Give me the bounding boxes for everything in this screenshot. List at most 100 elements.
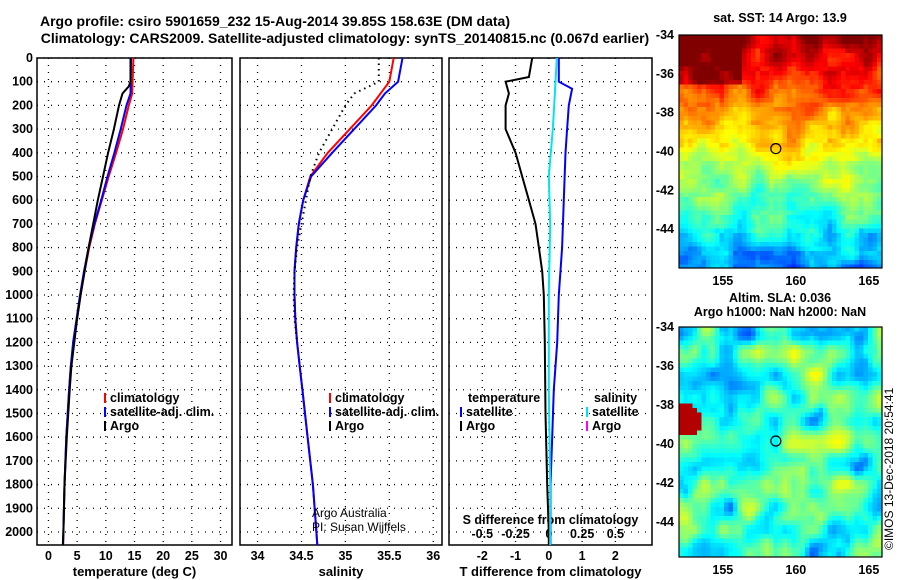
legend-label: Argo: [466, 419, 496, 433]
imos-stamp: ©IMOS 13-Dec-2018 20:54:41: [882, 387, 896, 550]
series-line-satellite-adj-clim-: [62, 57, 133, 546]
x-tick-label: 10: [99, 549, 113, 563]
x-tick-label: 1: [579, 549, 586, 563]
series-line-temperature-satellite: [549, 58, 574, 545]
argo-location-marker: [770, 142, 782, 155]
depth-tick-label: 1100: [6, 312, 33, 326]
depth-tick-label: 0: [26, 51, 33, 65]
x-tick-label: 30: [214, 549, 228, 563]
s-diff-tick-label: -0.5: [472, 527, 494, 541]
lon-tick-label: 155: [712, 274, 733, 288]
depth-tick-label: 200: [12, 98, 33, 112]
lon-tick-label: 165: [858, 274, 879, 288]
lat-tick-label: -36: [656, 359, 674, 373]
map-frame: [678, 326, 883, 558]
legend-label: satellite-adj. clim.: [110, 405, 214, 419]
lat-tick-label: -36: [656, 67, 674, 81]
x-axis-label: T difference from climatology: [459, 564, 642, 579]
legend-label: Argo: [592, 419, 622, 433]
salinity-panel: 34 34.5 35 35.5 36 salinity climatologysatelli…: [239, 57, 443, 579]
depth-tick-label: 1600: [5, 430, 33, 444]
credit-line-2: PI: Susan Wijffels: [312, 520, 406, 534]
x-tick-label: 35: [338, 549, 352, 563]
legend-title-temperature: temperature: [468, 391, 540, 405]
credit-line-1: Argo Australia: [312, 506, 387, 520]
sla-map-panel: 155 160 165 -34 -36 -38 -40 -42 -44 Altim. SLA: 0…: [656, 291, 883, 577]
lat-tick-label: -40: [656, 145, 674, 159]
argo-location-marker: [770, 435, 782, 447]
series-line-satellite-adj-clim-: [293, 57, 404, 546]
s-diff-tick-label: -0.25: [501, 527, 530, 541]
map-subtitle: Argo h1000: NaN h2000: NaN: [694, 305, 866, 319]
x-tick-label: 35.5: [377, 549, 401, 563]
map-image: [679, 35, 883, 269]
lat-tick-label: -38: [656, 106, 674, 120]
s-diff-tick-label: 0.25: [570, 527, 594, 541]
x-tick-label: 0: [545, 549, 552, 563]
lat-tick-label: -34: [656, 320, 674, 334]
x-tick-label: 34.5: [289, 549, 313, 563]
depth-tick-label: 400: [12, 146, 33, 160]
x-axis-label: temperature (deg C): [73, 564, 197, 579]
legend-label: Argo: [110, 419, 140, 433]
depth-tick-label: 1500: [5, 406, 33, 420]
lon-tick-label: 160: [785, 274, 806, 288]
plot-frame: [36, 57, 233, 546]
depth-tick-label: 100: [12, 75, 33, 89]
depth-tick-label: 1700: [5, 454, 33, 468]
depth-tick-label: 600: [12, 193, 33, 207]
x-tick-label: -2: [477, 549, 488, 563]
lat-tick-label: -44: [656, 515, 674, 529]
legend-label: climatology: [335, 391, 405, 405]
depth-tick-label: 700: [12, 217, 33, 231]
legend-label: climatology: [110, 391, 180, 405]
difference-panel: -2 -1 0 1 2-0.5 -0.25 0 0.25 0.5S difference fro…: [448, 57, 653, 579]
depth-tick-label: 1300: [5, 359, 33, 373]
map-title: sat. SST: 14 Argo: 13.9: [713, 11, 847, 25]
depth-tick-label: 1400: [5, 383, 33, 397]
legend-title-salinity: salinity: [594, 391, 637, 405]
series-line-salinity-satellite: [547, 57, 558, 545]
lat-tick-label: -42: [656, 183, 674, 197]
sst-map-panel: 155 160 165 -34 -36 -38 -40 -42 -44 sat. SST: 14 …: [656, 11, 883, 288]
depth-tick-label: 1200: [5, 335, 33, 349]
depth-tick-label: 500: [12, 169, 33, 183]
x-tick-label: -1: [510, 549, 521, 563]
depth-tick-label: 800: [12, 241, 33, 255]
x-tick-label: 25: [185, 549, 199, 563]
title-line-2: Climatology: CARS2009. Satellite-adjuste…: [41, 30, 649, 46]
legend-label: satellite-adj. clim.: [335, 405, 439, 419]
x-tick-label: 34: [251, 549, 265, 563]
lon-tick-label: 155: [712, 563, 733, 577]
depth-tick-label: 900: [12, 264, 33, 278]
depth-tick-label: 2000: [5, 525, 33, 539]
x-tick-label: 2: [612, 549, 619, 563]
title-line-1: Argo profile: csiro 5901659_232 15-Aug-2…: [40, 13, 510, 29]
depth-tick-label: 1000: [5, 288, 33, 302]
series-line-climatology: [293, 57, 395, 546]
map-title: Altim. SLA: 0.036: [729, 291, 831, 305]
series-line-argo: [61, 58, 132, 546]
x-tick-label: 36: [426, 549, 440, 563]
lat-tick-label: -40: [656, 437, 674, 451]
x-tick-label: 20: [156, 549, 170, 563]
lat-tick-label: -38: [656, 398, 674, 412]
legend-label: satellite: [466, 405, 513, 419]
map-frame: [678, 34, 883, 269]
temperature-panel: 0100200300400500600700800900100011001200…: [5, 51, 233, 579]
plot-frame: [239, 57, 443, 546]
x-axis-label: salinity: [319, 564, 365, 579]
x-tick-label: 5: [74, 549, 81, 563]
legend-label: Argo: [335, 419, 365, 433]
depth-tick-label: 300: [12, 122, 33, 136]
series-line-temperature-argo: [504, 57, 550, 545]
depth-tick-label: 1900: [5, 501, 33, 515]
lon-tick-label: 165: [858, 563, 879, 577]
legend-label: satellite: [592, 405, 639, 419]
depth-tick-label: 1800: [5, 478, 33, 492]
x-tick-label: 0: [45, 549, 52, 563]
lat-tick-label: -44: [656, 222, 674, 236]
lat-tick-label: -34: [656, 28, 674, 42]
series-line-climatology: [62, 57, 135, 546]
